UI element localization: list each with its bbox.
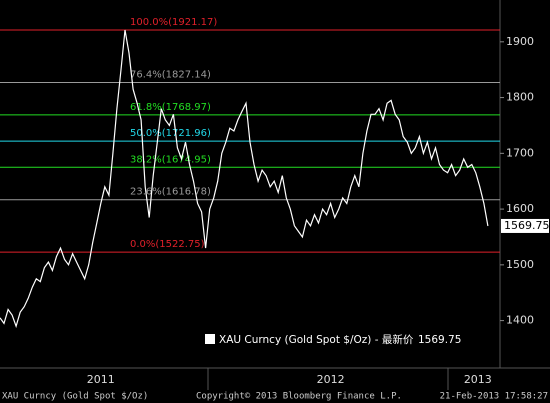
y-tick-label: 1400: [506, 314, 534, 327]
legend-value: 1569.75: [418, 334, 461, 346]
price-line: [0, 29, 489, 329]
footer-copyright: Copyright© 2013 Bloomberg Finance L.P.: [196, 392, 402, 402]
fib-label: 100.0%(1921.17): [130, 17, 217, 28]
fib-label: 61.8%(1768.97): [130, 102, 211, 113]
x-tick-label: 2011: [87, 373, 115, 386]
last-value-box: [501, 218, 549, 233]
y-tick-label: 1600: [506, 202, 534, 215]
x-tick-label: 2012: [317, 373, 345, 386]
y-tick-label: 1500: [506, 258, 534, 271]
legend-label: XAU Curncy (Gold Spot $/Oz) - 最新价: [219, 333, 414, 346]
y-tick-label: 1700: [506, 146, 534, 159]
legend-box: [200, 330, 390, 350]
footer-ticker: XAU Curncy (Gold Spot $/Oz): [2, 392, 148, 402]
x-tick-label: 2013: [464, 373, 492, 386]
fib-label: 50.0%(1721.96): [130, 128, 211, 139]
footer-timestamp: 21-Feb-2013 17:58:27: [440, 392, 548, 402]
fib-label: 76.4%(1827.14): [130, 69, 211, 80]
last-value-label: 1569.75: [504, 219, 550, 232]
fib-label: 0.0%(1522.75): [130, 239, 205, 250]
y-tick-label: 1900: [506, 35, 534, 48]
fib-label: 23.6%(1616.78): [130, 187, 211, 198]
y-tick-label: 1800: [506, 91, 534, 104]
fib-label: 38.2%(1674.95): [130, 154, 211, 165]
plot: 1400 1500 1600 1700 1800 1900 2011 2012 2013 100.…: [0, 17, 534, 386]
legend-swatch: [205, 334, 215, 344]
